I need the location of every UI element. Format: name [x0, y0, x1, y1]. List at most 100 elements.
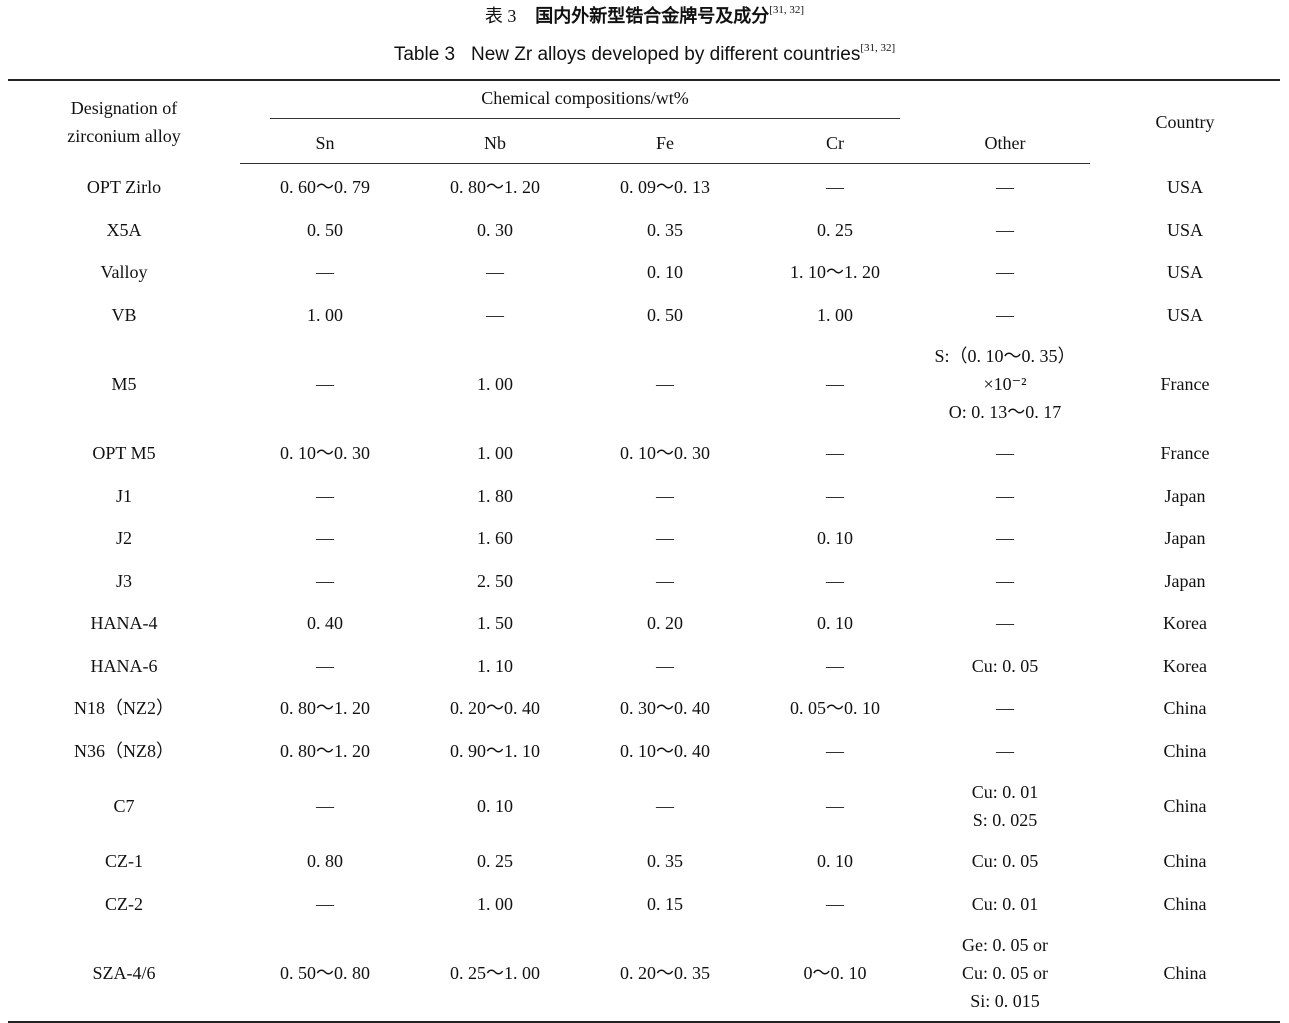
alloy-table: Designation of zirconium alloy Chemical c… — [8, 79, 1280, 1023]
caption-label: 表 3 — [484, 6, 517, 26]
cell-sn: 0. 40 — [307, 613, 343, 634]
cell-nb: 0. 25～1. 00 — [450, 963, 540, 983]
cell-country: USA — [1166, 262, 1203, 283]
cell-other: — — [920, 209, 1090, 252]
cell-other: — — [920, 560, 1090, 603]
cell-other: — — [920, 164, 1090, 209]
cell-fe: — — [656, 570, 674, 591]
cell-line: — — [996, 528, 1014, 549]
table-row: X5A 0. 50 0. 30 0. 35 0. 25 — USA — [8, 209, 1280, 252]
cell-cr: 0. 05～0. 10 — [790, 698, 880, 719]
header-nb: Nb — [410, 122, 580, 164]
cell-line: O: 0. 13～0. 17 — [948, 402, 1062, 422]
cell-designation: X5A — [106, 219, 142, 240]
cell-sn: 0. 80～1. 20 — [280, 698, 370, 719]
cell-fe: — — [656, 655, 674, 676]
cell-country: China — [1163, 963, 1207, 983]
cell-nb: 1. 00 — [477, 374, 513, 394]
cell-cr: — — [826, 655, 844, 676]
header-line: zirconium alloy — [67, 126, 181, 147]
cell-designation: SZA-4/6 — [92, 963, 156, 983]
cell-country: China — [1163, 796, 1207, 816]
cell-nb: 1. 00 — [477, 893, 513, 914]
cell-cr: 0. 25 — [817, 219, 853, 240]
cell-country: Japan — [1164, 528, 1206, 549]
cell-fe: — — [656, 796, 674, 816]
cell-country: USA — [1166, 177, 1203, 197]
cell-other: — — [920, 251, 1090, 294]
cell-nb: 0. 25 — [477, 851, 513, 872]
caption-refs: [31, 32] — [860, 42, 896, 54]
table-row: N18（NZ2） 0. 80～1. 20 0. 20～0. 40 0. 30～0. 4… — [8, 687, 1280, 730]
cell-cr: — — [826, 893, 844, 914]
cell-nb: 1. 60 — [477, 528, 513, 549]
cell-fe: 0. 10～0. 30 — [620, 443, 710, 464]
cell-line: — — [996, 698, 1014, 719]
table-row: J1 — 1. 80 — — — Japan — [8, 475, 1280, 518]
cell-nb: 2. 50 — [477, 570, 513, 591]
cell-other: — — [920, 517, 1090, 560]
cell-line: Si: 0. 015 — [970, 991, 1040, 1011]
cell-line: Cu: 0. 05 — [971, 655, 1039, 676]
cell-cr: — — [826, 740, 844, 761]
cell-sn: — — [316, 570, 334, 591]
cell-fe: 0. 15 — [647, 893, 683, 914]
cell-country: China — [1163, 698, 1207, 719]
cell-cr: 0～0. 10 — [803, 963, 867, 983]
caption-label: Table 3 — [393, 44, 456, 65]
cell-sn: — — [316, 485, 334, 506]
cell-sn: — — [316, 374, 334, 394]
cell-line: — — [996, 570, 1014, 591]
caption-text: 国内外新型锆合金牌号及成分 — [535, 6, 770, 27]
cell-cr: 1. 00 — [817, 304, 853, 325]
table-caption-chinese: 表 3 国内外新型锆合金牌号及成分[31, 32] — [0, 2, 1289, 28]
cell-line: Cu: 0. 05 or — [961, 963, 1048, 983]
cell-sn: 0. 60～0. 79 — [280, 177, 370, 198]
cell-fe: 0. 10～0. 40 — [620, 740, 710, 761]
cell-line: — — [996, 219, 1014, 240]
header-chemical-compositions: Chemical compositions/wt% — [240, 80, 1090, 122]
cell-line: S: 0. 025 — [972, 810, 1038, 830]
table-row: C7 — 0. 10 — — Cu: 0. 01 S: 0. 025 China — [8, 772, 1280, 840]
cell-line: Cu: 0. 05 — [971, 851, 1039, 872]
cell-sn: — — [316, 655, 334, 676]
cell-designation: J2 — [115, 528, 132, 549]
cell-cr: — — [826, 485, 844, 506]
header-designation: Designation of zirconium alloy — [8, 80, 240, 164]
cell-country: USA — [1166, 304, 1203, 325]
cell-sn: 0. 50 — [307, 219, 343, 240]
cell-line: — — [996, 304, 1014, 325]
cell-cr: 1. 10～1. 20 — [790, 262, 880, 283]
cell-other: — — [920, 602, 1090, 645]
table-row: CZ-1 0. 80 0. 25 0. 35 0. 10 Cu: 0. 05 China — [8, 840, 1280, 883]
cell-other: Cu: 0. 01 — [920, 883, 1090, 926]
cell-line: — — [996, 740, 1014, 761]
cell-designation: C7 — [113, 796, 135, 816]
cell-cr: — — [826, 570, 844, 591]
cell-country: China — [1163, 851, 1207, 872]
cell-nb: 0. 30 — [477, 219, 513, 240]
cell-nb: 1. 80 — [477, 485, 513, 506]
cell-fe: 0. 10 — [647, 262, 683, 283]
table-row: OPT M5 0. 10～0. 30 1. 00 0. 10～0. 30 — — Franc… — [8, 432, 1280, 475]
cell-fe: 0. 20～0. 35 — [620, 963, 710, 983]
table-row: J2 — 1. 60 — 0. 10 — Japan — [8, 517, 1280, 560]
cell-cr: — — [826, 374, 844, 394]
cell-nb: 0. 20～0. 40 — [450, 698, 540, 719]
cell-nb: — — [486, 262, 504, 283]
table-row: N36（NZ8） 0. 80～1. 20 0. 90～1. 10 0. 10～0. 4… — [8, 730, 1280, 773]
cell-fe: — — [656, 485, 674, 506]
table-row: HANA-6 — 1. 10 — — Cu: 0. 05 Korea — [8, 645, 1280, 688]
cell-country: France — [1160, 374, 1210, 394]
cell-country: China — [1163, 893, 1207, 914]
cell-line: — — [996, 177, 1014, 198]
header-group-label: Chemical compositions/wt% — [270, 84, 900, 119]
table-body: OPT Zirlo 0. 60～0. 79 0. 80～1. 20 0. 09～0. … — [8, 164, 1280, 1023]
table-row: J3 — 2. 50 — — — Japan — [8, 560, 1280, 603]
table-row: Valloy — — 0. 10 1. 10～1. 20 — USA — [8, 251, 1280, 294]
cell-other: — — [920, 475, 1090, 518]
cell-nb: — — [486, 304, 504, 325]
cell-fe: — — [656, 528, 674, 549]
cell-country: Japan — [1164, 570, 1206, 591]
cell-cr: 0. 10 — [817, 613, 853, 634]
